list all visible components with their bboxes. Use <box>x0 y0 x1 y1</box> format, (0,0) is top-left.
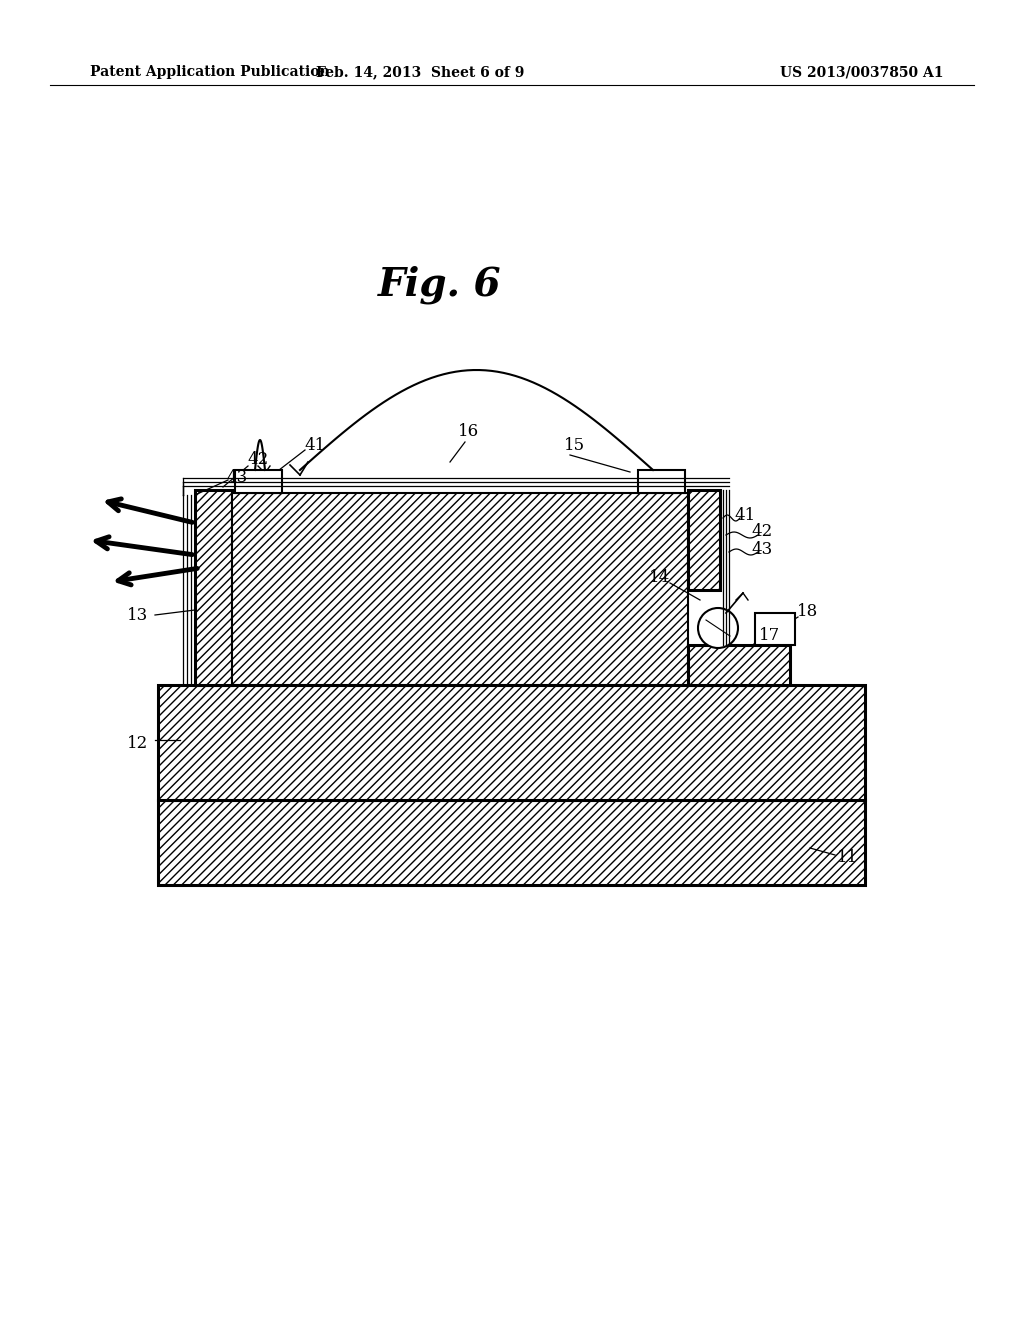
Bar <box>688 490 720 590</box>
Text: 12: 12 <box>127 734 148 751</box>
Text: 18: 18 <box>798 603 818 620</box>
Circle shape <box>698 609 738 648</box>
Text: Feb. 14, 2013  Sheet 6 of 9: Feb. 14, 2013 Sheet 6 of 9 <box>315 65 524 79</box>
Bar <box>234 470 282 492</box>
Bar <box>158 685 865 800</box>
Text: 13: 13 <box>127 606 148 623</box>
Text: 43: 43 <box>752 540 773 557</box>
Text: US 2013/0037850 A1: US 2013/0037850 A1 <box>780 65 943 79</box>
Text: 42: 42 <box>248 451 268 469</box>
Text: Fig. 6: Fig. 6 <box>378 265 502 304</box>
Text: Patent Application Publication: Patent Application Publication <box>90 65 330 79</box>
Text: 15: 15 <box>564 437 586 454</box>
Text: 14: 14 <box>649 569 671 586</box>
Bar <box>688 645 790 685</box>
Text: 41: 41 <box>734 507 756 524</box>
Bar <box>232 492 688 685</box>
Bar <box>638 470 685 492</box>
Text: 43: 43 <box>226 469 248 486</box>
Text: 17: 17 <box>760 627 780 644</box>
Bar <box>158 800 865 884</box>
Text: 11: 11 <box>838 850 859 866</box>
Text: 41: 41 <box>304 437 326 454</box>
Text: 42: 42 <box>752 524 773 540</box>
Text: 16: 16 <box>458 424 478 441</box>
Bar <box>755 612 795 645</box>
Bar <box>195 490 232 685</box>
